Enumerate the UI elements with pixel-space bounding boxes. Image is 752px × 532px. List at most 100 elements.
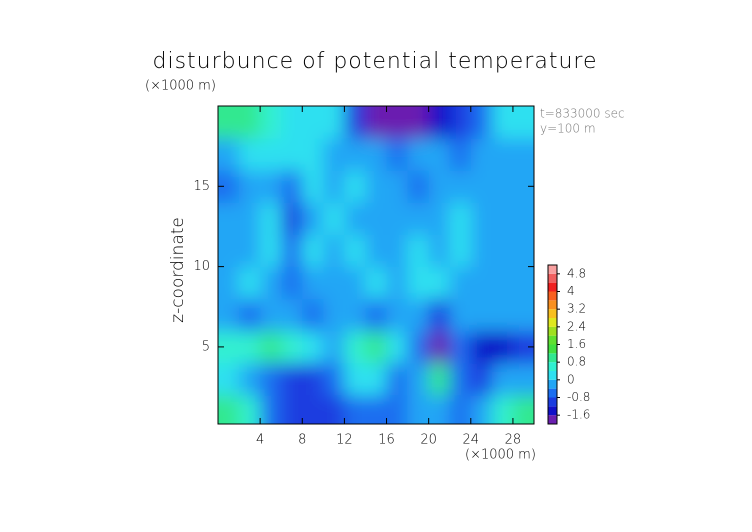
colorbar-tick-label: 4.8	[567, 266, 586, 280]
colorbar-tick-label: 3.2	[567, 302, 586, 316]
cell	[260, 234, 282, 268]
cell	[491, 395, 514, 424]
cell	[344, 395, 366, 424]
cell	[491, 234, 514, 268]
cell	[239, 202, 261, 235]
cell	[512, 330, 534, 364]
cell	[281, 362, 303, 396]
cell	[407, 395, 430, 424]
cell	[323, 395, 345, 424]
cell	[512, 202, 534, 235]
cell	[365, 298, 388, 332]
cell	[470, 202, 493, 235]
colorbar-cell	[548, 379, 557, 389]
cell	[491, 170, 514, 203]
cell	[449, 234, 472, 268]
cell	[386, 202, 409, 235]
cell	[302, 298, 324, 332]
cell	[239, 170, 261, 203]
cell	[470, 138, 493, 171]
x-tick-label: 24	[463, 433, 480, 448]
x-unit: (×1000 m)	[465, 448, 536, 463]
cell	[365, 138, 388, 171]
cell	[407, 234, 430, 268]
cell	[218, 138, 240, 171]
cell	[470, 170, 493, 203]
y-tick-label: 15	[193, 179, 210, 194]
colorbar-cell	[548, 362, 557, 371]
cell	[344, 362, 366, 396]
colorbar-tick-label: 0.8	[567, 355, 586, 369]
cell	[239, 395, 261, 424]
cell	[386, 298, 409, 332]
cell	[344, 330, 366, 364]
cell	[512, 266, 534, 300]
colorbar-cell	[548, 265, 557, 274]
cell	[239, 330, 261, 364]
colorbar-cell	[548, 300, 557, 310]
cell	[302, 106, 324, 139]
cell	[260, 395, 282, 424]
cell	[449, 362, 472, 396]
cell	[218, 202, 240, 235]
cell	[512, 298, 534, 332]
cell	[218, 106, 240, 139]
cell	[281, 106, 303, 139]
cell	[239, 106, 261, 139]
y-axis-label: z-coordinate	[168, 217, 188, 323]
colorbar-cell	[548, 353, 557, 363]
cell	[218, 266, 240, 300]
colorbar-tick-label: 0	[567, 372, 575, 386]
cell	[449, 330, 472, 364]
colorbar-cell	[548, 326, 557, 336]
cell	[281, 266, 303, 300]
cell	[491, 138, 514, 171]
cell	[386, 362, 409, 396]
cell	[365, 330, 388, 364]
cell	[512, 106, 534, 139]
cell	[470, 362, 493, 396]
y-tick-label: 10	[193, 259, 210, 274]
cell	[512, 170, 534, 203]
cell	[281, 395, 303, 424]
cell	[470, 234, 493, 268]
cell	[512, 234, 534, 268]
cell	[407, 106, 430, 139]
cell	[218, 298, 240, 332]
cell	[239, 362, 261, 396]
x-tick-label: 20	[420, 433, 437, 448]
cell	[407, 330, 430, 364]
colorbar-cell	[548, 282, 557, 292]
cell	[512, 395, 534, 424]
cell	[428, 170, 451, 203]
cell	[302, 266, 324, 300]
plot-frame	[217, 105, 535, 425]
colorbar-tick-label: 4	[567, 284, 575, 298]
cell	[449, 202, 472, 235]
colorbar-tick-label: -1.6	[567, 408, 590, 422]
x-tick-label: 4	[256, 433, 264, 448]
cell	[281, 202, 303, 235]
cell	[386, 138, 409, 171]
colorbar-cell	[548, 397, 557, 407]
x-tick-label: 8	[298, 433, 306, 448]
cell	[302, 170, 324, 203]
cell	[512, 362, 534, 396]
cell	[365, 234, 388, 268]
cell	[281, 330, 303, 364]
cell	[470, 395, 493, 424]
axes: 4 8 12 16 20 24 28 5 10 15 4.8 4 3.2 2.4 1.6 0.8 0 -0.8 -1…	[193, 105, 590, 448]
cell	[302, 362, 324, 396]
cell	[386, 330, 409, 364]
cell	[260, 266, 282, 300]
cell	[428, 395, 451, 424]
cell	[344, 170, 366, 203]
cell	[302, 395, 324, 424]
colorbar-cell	[548, 415, 557, 424]
cell	[365, 170, 388, 203]
cell	[491, 362, 514, 396]
x-tick-label: 12	[336, 433, 353, 448]
cell	[302, 234, 324, 268]
cell	[239, 234, 261, 268]
